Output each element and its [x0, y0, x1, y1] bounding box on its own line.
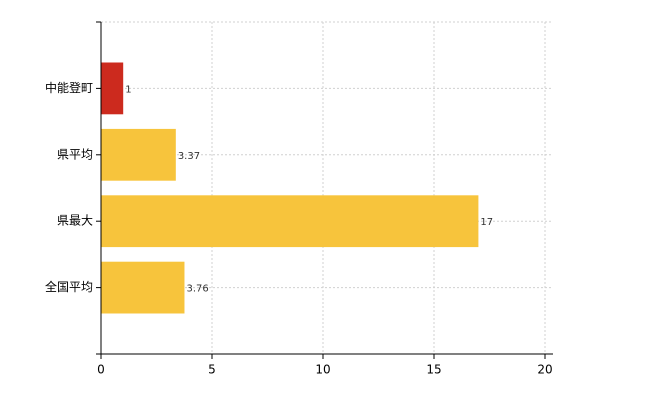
- bar: [101, 195, 479, 248]
- x-tick-label: 5: [208, 363, 216, 377]
- value-label: 3.37: [178, 151, 200, 162]
- y-tick-label: 県平均: [57, 147, 93, 161]
- bar: [101, 62, 124, 115]
- value-label: 17: [480, 217, 493, 228]
- x-tick-label: 10: [315, 363, 330, 377]
- y-tick-label: 県最大: [57, 214, 93, 228]
- y-tick-label: 全国平均: [45, 279, 93, 294]
- x-tick-label: 0: [97, 363, 105, 377]
- y-tick-label: 中能登町: [45, 80, 93, 95]
- bar: [101, 261, 185, 314]
- value-label: 3.76: [186, 284, 208, 295]
- x-tick-label: 15: [426, 363, 441, 377]
- x-tick-label: 20: [537, 363, 552, 377]
- bar: [101, 128, 176, 181]
- value-label: 1: [125, 84, 131, 95]
